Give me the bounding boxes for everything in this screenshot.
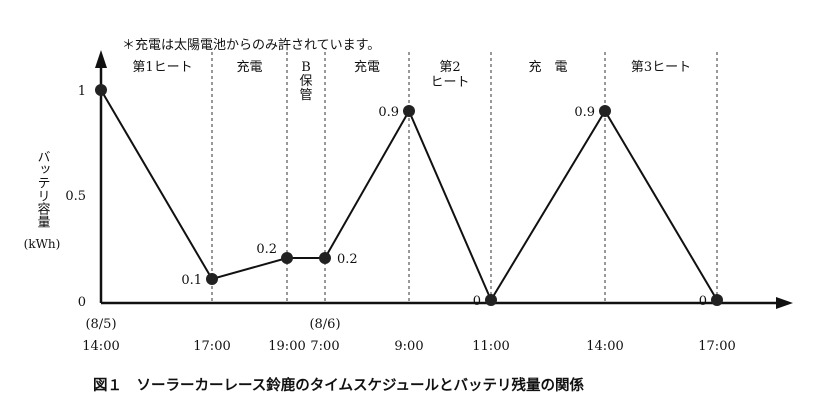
phase-label: 充電 <box>354 59 380 75</box>
y-axis-title: バッテリ容量 (kWh) <box>24 150 61 251</box>
x-tick-label: 19:00 <box>268 339 305 354</box>
x-tick-label: 17:00 <box>698 339 735 354</box>
data-label: 0.2 <box>256 242 277 257</box>
data-point <box>281 252 293 264</box>
note-text: ＊充電は太陽電池からのみ許されています。 <box>122 37 380 53</box>
data-point <box>206 273 218 285</box>
phase-label: 充 電 <box>528 59 567 75</box>
data-point <box>485 294 497 306</box>
data-label: 0 <box>699 294 707 309</box>
data-label: 1 <box>78 84 86 99</box>
battery-series <box>95 84 723 306</box>
x-tick-label: 17:00 <box>193 339 230 354</box>
y-tick-label: 0 <box>78 295 86 310</box>
x-tick-label: 7:00 <box>310 339 339 354</box>
phase-label: 第1ヒート <box>132 60 192 75</box>
data-label: 0 <box>473 294 481 309</box>
data-labels: 1 0.1 0.2 0.2 0.9 0 0.9 0 <box>78 84 707 309</box>
y-axis-unit: (kWh) <box>24 237 61 251</box>
phase-label: 管 <box>299 88 312 103</box>
data-label: 0.9 <box>574 105 595 120</box>
data-point <box>95 84 107 96</box>
x-tick-date: (8/6) <box>309 317 340 332</box>
data-label: 0.1 <box>181 273 202 288</box>
axes <box>95 50 793 309</box>
data-point <box>319 252 331 264</box>
phase-label: 保 <box>299 74 312 89</box>
phase-label: 第3ヒート <box>631 60 691 75</box>
y-axis-arrow <box>95 50 107 68</box>
x-tick-labels: (8/5) 14:00 17:00 19:00 (8/6) 7:00 9:00 11:00 14… <box>82 317 735 354</box>
x-tick-label: 14:00 <box>586 339 623 354</box>
phase-label: 第2 <box>439 60 460 75</box>
phase-label: B <box>301 60 311 75</box>
x-tick-label: 14:00 <box>82 339 119 354</box>
figure-caption: 図１ ソーラーカーレース鈴鹿のタイムスケジュールとバッテリ残量の関係 <box>93 376 584 394</box>
y-tick-labels: 00.5 <box>65 189 86 310</box>
x-tick-date: (8/5) <box>85 317 116 332</box>
data-point <box>599 105 611 117</box>
series-line <box>100 89 718 303</box>
data-point <box>711 294 723 306</box>
phase-label: 充電 <box>236 59 262 75</box>
phase-label: ヒート <box>430 75 469 90</box>
x-tick-label: 9:00 <box>394 339 423 354</box>
data-point <box>403 105 415 117</box>
y-axis-label: バッテリ容量 <box>35 150 51 228</box>
x-tick-label: 11:00 <box>472 339 509 354</box>
y-tick-label: 0.5 <box>65 189 86 204</box>
x-axis-arrow <box>776 297 793 309</box>
data-label: 0.9 <box>378 105 399 120</box>
data-label: 0.2 <box>337 252 358 267</box>
